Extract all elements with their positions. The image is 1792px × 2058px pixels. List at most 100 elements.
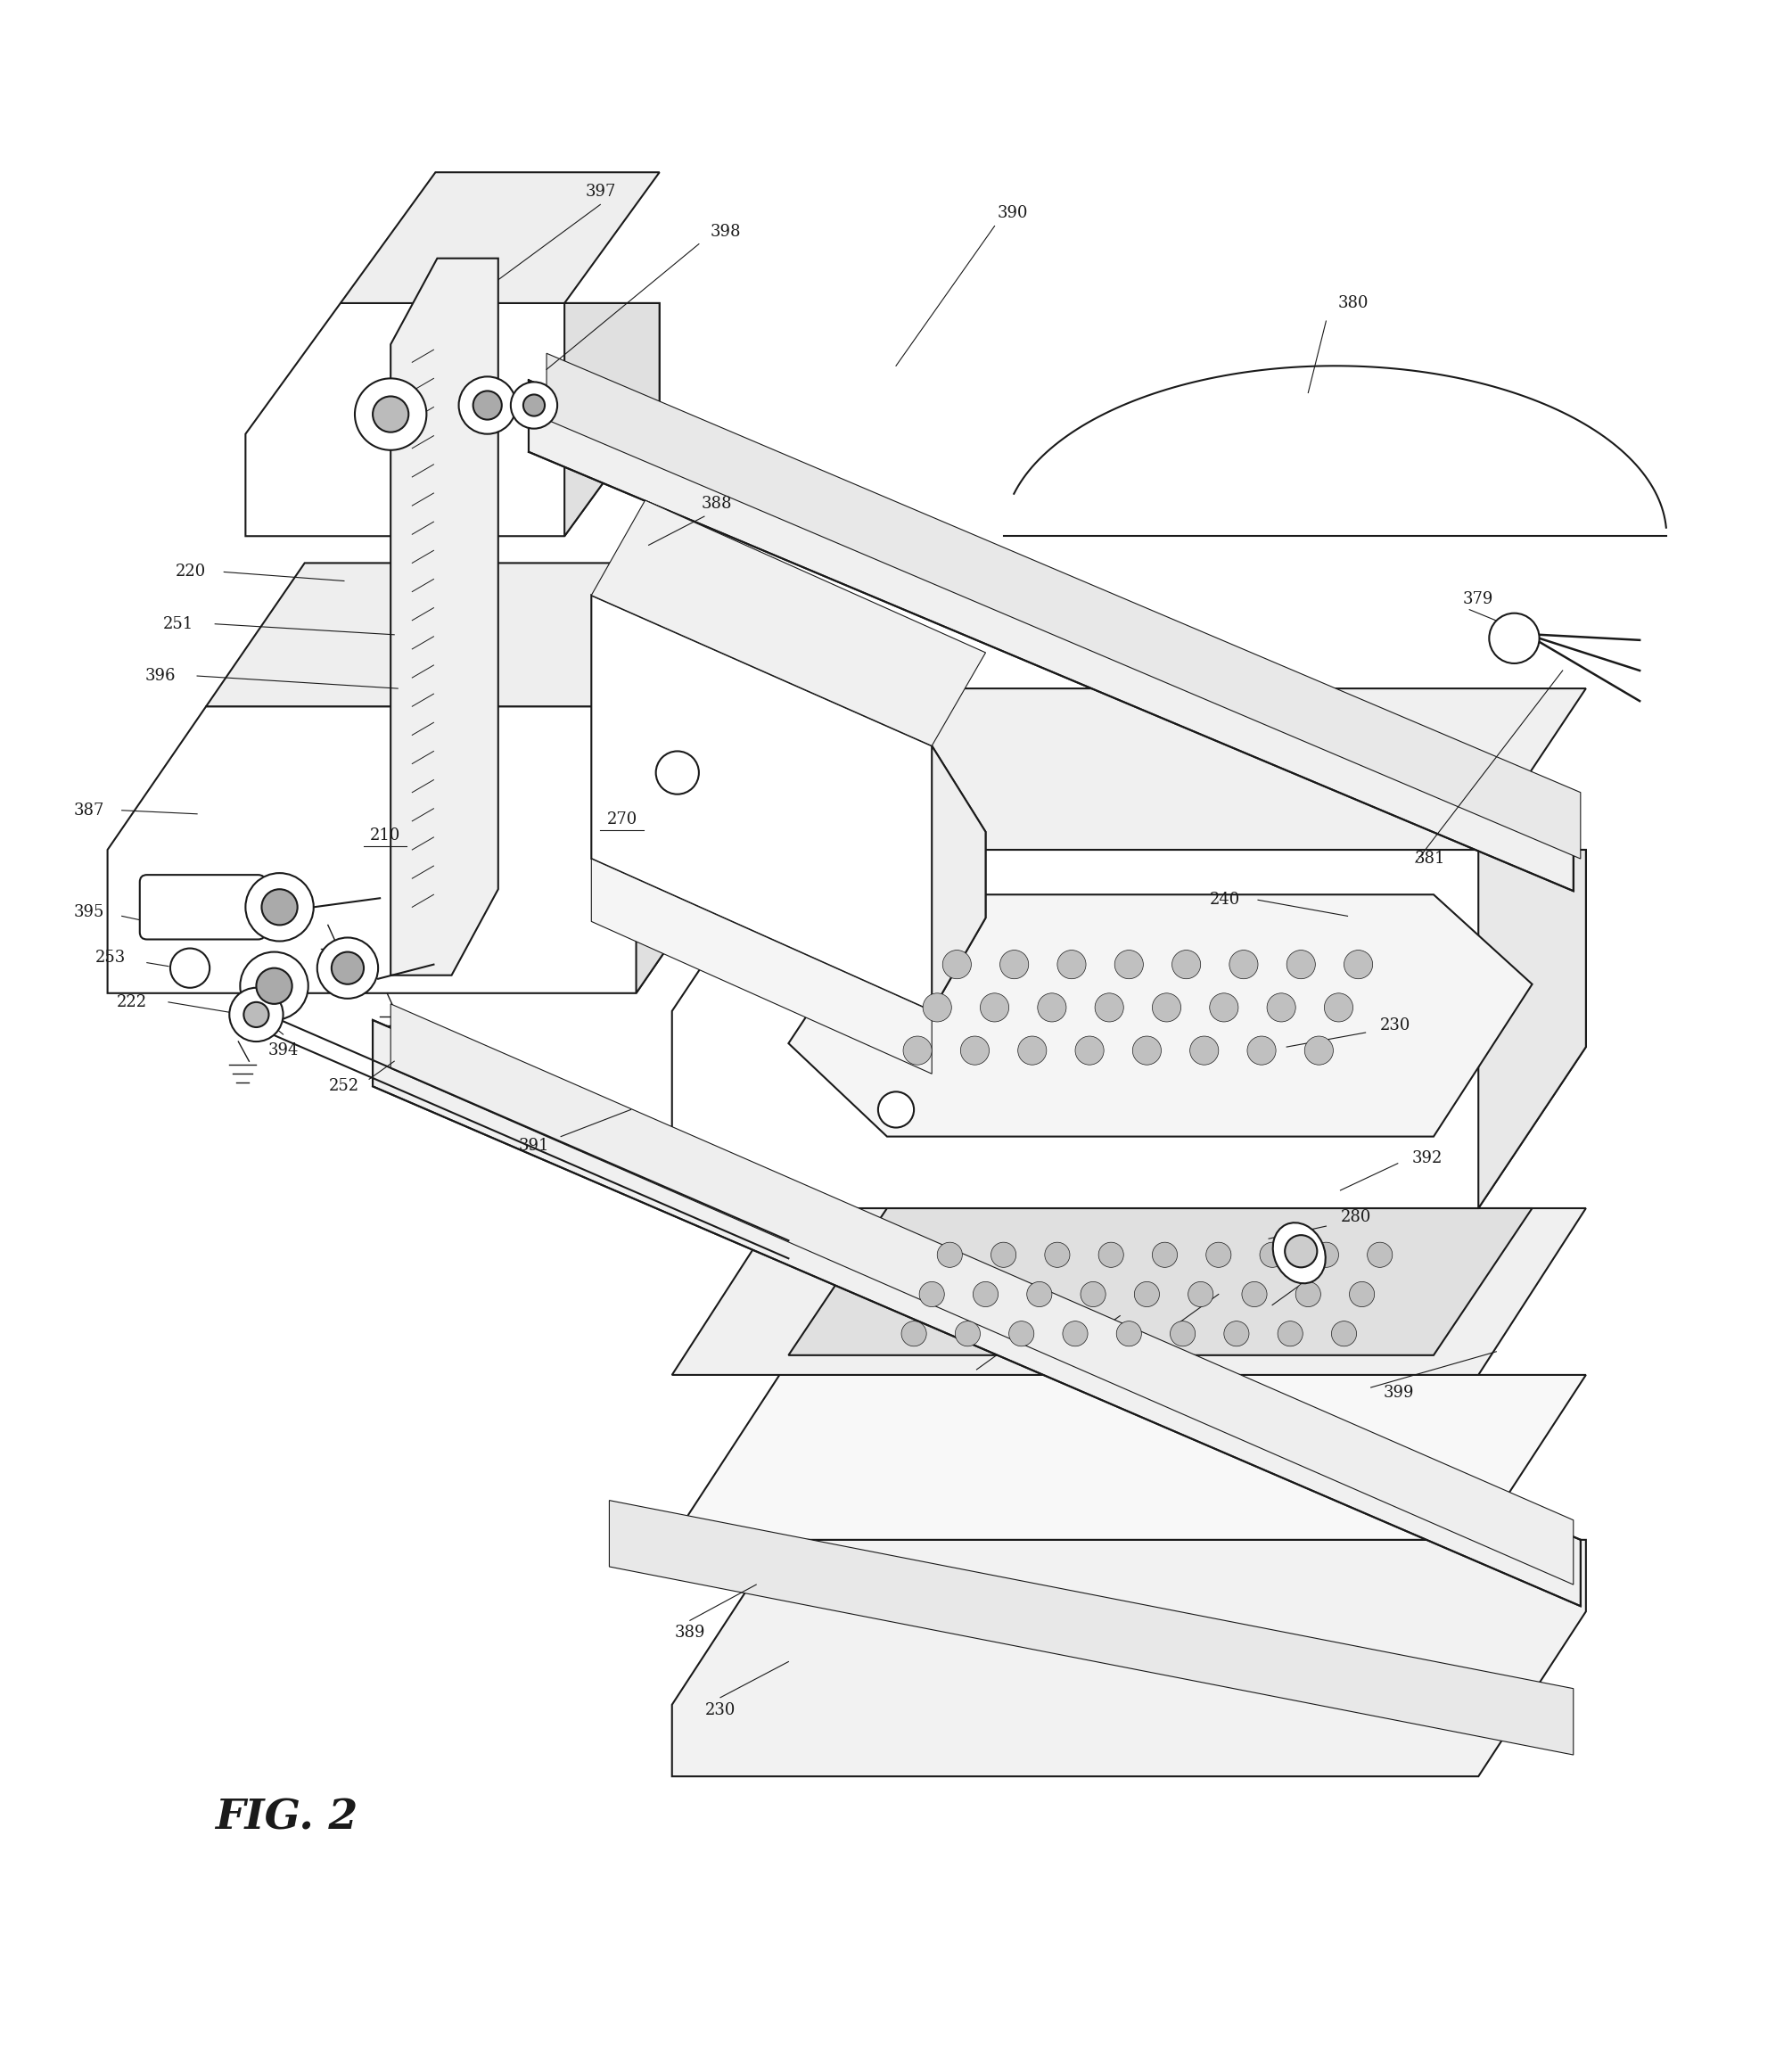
Polygon shape	[547, 354, 1581, 858]
Polygon shape	[391, 259, 498, 975]
Polygon shape	[672, 850, 1586, 1208]
Circle shape	[937, 1243, 962, 1268]
Circle shape	[1260, 1243, 1285, 1268]
Circle shape	[170, 949, 210, 988]
Circle shape	[1190, 1035, 1219, 1064]
Text: 380: 380	[1337, 294, 1369, 311]
Circle shape	[1324, 994, 1353, 1023]
Text: 220: 220	[176, 564, 206, 580]
FancyBboxPatch shape	[140, 875, 265, 938]
Circle shape	[1098, 1243, 1124, 1268]
Circle shape	[991, 1243, 1016, 1268]
Circle shape	[1063, 1321, 1088, 1346]
Circle shape	[923, 994, 952, 1023]
Circle shape	[1134, 1282, 1159, 1307]
Circle shape	[903, 1035, 932, 1064]
Circle shape	[1287, 951, 1315, 980]
Circle shape	[1267, 994, 1296, 1023]
Circle shape	[919, 1282, 944, 1307]
Circle shape	[1115, 951, 1143, 980]
Circle shape	[1367, 1243, 1392, 1268]
Circle shape	[473, 391, 502, 420]
Polygon shape	[340, 173, 659, 303]
Circle shape	[256, 967, 292, 1004]
Circle shape	[1229, 951, 1258, 980]
Circle shape	[1038, 994, 1066, 1023]
Text: 253: 253	[95, 949, 125, 965]
Polygon shape	[108, 706, 735, 994]
Circle shape	[1075, 1035, 1104, 1064]
Text: 252: 252	[330, 1078, 358, 1095]
Circle shape	[1170, 1321, 1195, 1346]
Circle shape	[1314, 1243, 1339, 1268]
Circle shape	[1349, 1282, 1374, 1307]
Polygon shape	[391, 1004, 1573, 1585]
Circle shape	[980, 994, 1009, 1023]
Polygon shape	[609, 1500, 1573, 1755]
Circle shape	[1305, 1035, 1333, 1064]
Text: 387: 387	[73, 803, 104, 819]
Circle shape	[1009, 1321, 1034, 1346]
Circle shape	[523, 395, 545, 416]
Polygon shape	[780, 689, 1586, 850]
Circle shape	[973, 1282, 998, 1307]
Text: 240: 240	[1210, 891, 1240, 908]
Circle shape	[1133, 1035, 1161, 1064]
Polygon shape	[246, 303, 659, 537]
Text: 390: 390	[996, 206, 1029, 222]
Text: 398: 398	[710, 224, 742, 239]
Text: 379: 379	[1462, 591, 1495, 607]
Circle shape	[1095, 994, 1124, 1023]
Circle shape	[1057, 951, 1086, 980]
Circle shape	[511, 383, 557, 428]
Polygon shape	[932, 745, 986, 1010]
Text: 397: 397	[584, 183, 616, 200]
Polygon shape	[591, 500, 986, 745]
Polygon shape	[672, 1375, 1586, 1539]
Polygon shape	[672, 1208, 1586, 1375]
Text: 392: 392	[1412, 1150, 1443, 1167]
Circle shape	[1081, 1282, 1106, 1307]
Circle shape	[1344, 951, 1373, 980]
Circle shape	[1224, 1321, 1249, 1346]
Circle shape	[244, 1002, 269, 1027]
Text: 280: 280	[1340, 1210, 1371, 1225]
Circle shape	[1278, 1321, 1303, 1346]
Circle shape	[901, 1321, 926, 1346]
Polygon shape	[529, 381, 1573, 891]
Circle shape	[373, 397, 409, 432]
Circle shape	[943, 951, 971, 980]
Circle shape	[459, 377, 516, 434]
Text: 210: 210	[369, 827, 401, 844]
Ellipse shape	[1272, 1222, 1326, 1284]
Polygon shape	[591, 858, 932, 1074]
Text: 381: 381	[1414, 850, 1446, 866]
Text: 396: 396	[145, 669, 176, 683]
Text: 222: 222	[116, 994, 147, 1010]
Polygon shape	[591, 595, 986, 1010]
Text: 399: 399	[1383, 1385, 1414, 1401]
Circle shape	[1247, 1035, 1276, 1064]
Circle shape	[246, 873, 314, 941]
Circle shape	[1206, 1243, 1231, 1268]
Circle shape	[1285, 1235, 1317, 1268]
Polygon shape	[564, 303, 659, 537]
Text: 230: 230	[1380, 1017, 1410, 1033]
Polygon shape	[788, 1208, 1532, 1356]
Circle shape	[317, 938, 378, 998]
Circle shape	[955, 1321, 980, 1346]
Circle shape	[1296, 1282, 1321, 1307]
Polygon shape	[780, 912, 1514, 1074]
Text: FIG. 2: FIG. 2	[215, 1797, 358, 1838]
Circle shape	[1045, 1243, 1070, 1268]
Polygon shape	[672, 1539, 1586, 1776]
Circle shape	[1210, 994, 1238, 1023]
Circle shape	[1152, 994, 1181, 1023]
Circle shape	[262, 889, 297, 924]
Polygon shape	[788, 895, 1532, 1136]
Text: 395: 395	[73, 903, 104, 920]
Circle shape	[1172, 951, 1201, 980]
Polygon shape	[1478, 850, 1586, 1208]
Circle shape	[1188, 1282, 1213, 1307]
Circle shape	[332, 953, 364, 984]
